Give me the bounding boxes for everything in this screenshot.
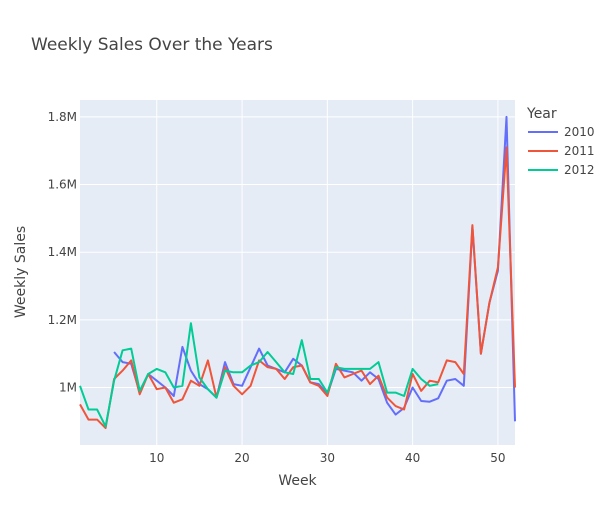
y-tick-label: 1.8M (48, 110, 77, 124)
chart-title: Weekly Sales Over the Years (31, 35, 273, 55)
y-tick-label: 1.4M (48, 245, 77, 259)
legend[interactable]: Year 2010 2011 2012 (526, 106, 595, 177)
x-axis-label: Week (278, 473, 317, 489)
legend-label: 2012 (564, 163, 595, 177)
x-tick-label: 20 (234, 451, 249, 465)
x-tick-label: 40 (405, 451, 420, 465)
x-tick-label: 10 (149, 451, 164, 465)
legend-items[interactable]: 2010 2011 2012 (528, 125, 595, 177)
x-tick-label: 50 (490, 451, 505, 465)
series-line-2011 (79, 146, 516, 430)
y-tick-label: 1.2M (48, 313, 77, 327)
legend-label: 2011 (564, 144, 595, 158)
legend-title: Year (526, 106, 557, 122)
y-axis-label: Weekly Sales (13, 226, 29, 318)
plot-area (80, 100, 515, 445)
y-tick-labels: 1M 1.2M 1.4M 1.6M 1.8M (48, 110, 77, 395)
legend-item-2012[interactable]: 2012 (528, 163, 595, 177)
x-tick-label: 30 (320, 451, 335, 465)
legend-item-2011[interactable]: 2011 (528, 144, 595, 158)
y-tick-label: 1.6M (48, 178, 77, 192)
legend-item-2010[interactable]: 2010 (528, 125, 595, 139)
series-lines (79, 115, 516, 430)
x-tick-labels: 10 20 30 40 50 (149, 451, 505, 465)
series-line-2012 (79, 322, 439, 428)
y-tick-label: 1M (59, 381, 77, 395)
legend-label: 2010 (564, 125, 595, 139)
